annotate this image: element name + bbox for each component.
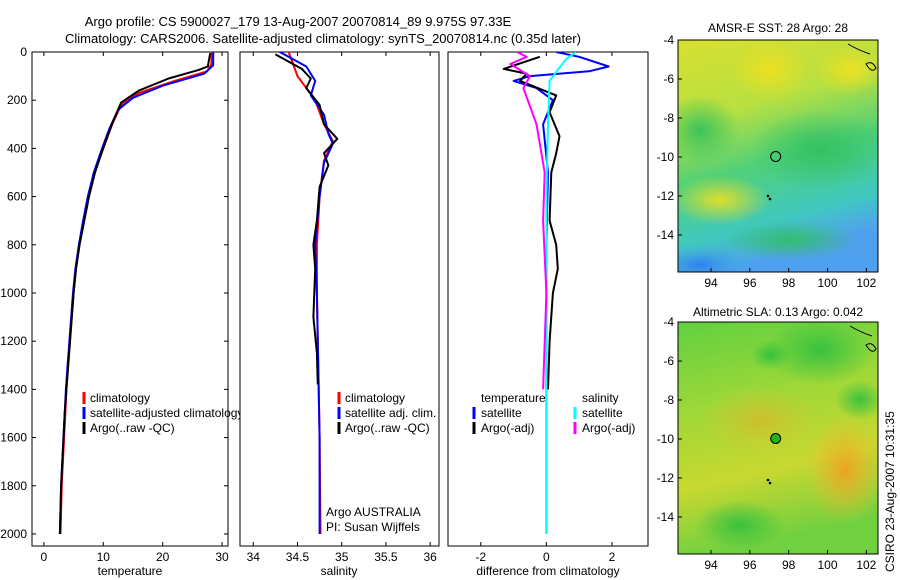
map-x-tick-label: 96	[743, 558, 757, 572]
y-tick-label: 800	[7, 238, 27, 252]
legend-salt-satellite: satellite	[582, 406, 623, 420]
y-tick-label: 1400	[0, 382, 27, 396]
legend-salinity-title: salinity	[582, 391, 619, 405]
temperature-legend: climatology satellite-adjusted climatolo…	[82, 391, 243, 435]
salinity-legend: climatology satellite adj. clim. Argo(..…	[337, 391, 436, 435]
series-line	[509, 52, 548, 390]
x-tick-label: 36	[423, 550, 437, 564]
series-line	[58, 53, 212, 535]
float-pi-note: PI: Susan Wijffels	[326, 520, 420, 534]
series-line	[279, 52, 334, 534]
y-tick-label: 1600	[0, 431, 27, 445]
map-y-tick-label: -4	[663, 315, 674, 329]
legend-satellite-adjusted: satellite-adjusted climatology	[90, 406, 243, 420]
map-y-tick-label: -12	[657, 189, 675, 203]
difference-xlabel: difference from climatology	[476, 564, 619, 578]
figure-title-line2: Climatology: CARS2006. Satellite-adjuste…	[65, 31, 581, 46]
temperature-xlabel: temperature	[98, 564, 163, 578]
map-y-tick-label: -4	[663, 33, 674, 47]
legend-temp-satellite: satellite	[481, 406, 522, 420]
map-x-tick-label: 94	[704, 276, 718, 290]
sla-heatmap	[678, 322, 878, 554]
y-tick-label: 400	[7, 141, 27, 155]
difference-axis-ticks: -2 0 2	[475, 52, 616, 564]
map-y-tick-label: -8	[663, 393, 674, 407]
y-tick-label: 1200	[0, 334, 27, 348]
series-line	[274, 53, 339, 385]
salinity-panel: 34 34.5 35 35.5 36 salinity climatology sate…	[239, 51, 440, 578]
map-y-tick-label: -10	[657, 432, 675, 446]
salinity-axes	[239, 51, 440, 547]
x-tick-label: 20	[156, 550, 170, 564]
y-tick-label: 0	[20, 45, 27, 59]
map-x-tick-label: 102	[856, 558, 876, 572]
argo-location-marker	[770, 151, 782, 162]
y-tick-label: 600	[7, 190, 27, 204]
y-tick-label: 1000	[0, 286, 27, 300]
x-tick-label: 2	[609, 550, 616, 564]
map-x-tick-label: 102	[856, 276, 876, 290]
x-tick-label: 0	[41, 550, 48, 564]
sst-heatmap	[678, 40, 878, 272]
map-y-tick-label: -12	[657, 471, 675, 485]
temperature-axes	[31, 51, 229, 547]
sst-map-title: AMSR-E SST: 28 Argo: 28	[708, 21, 848, 35]
sst-map-ticks: 94 96 98 100 102 -4 -6 -8 -10 -12 -14	[657, 33, 877, 290]
sla-map-axes	[677, 321, 879, 555]
x-tick-label: 30	[215, 550, 229, 564]
sla-map-ticks: 94 96 98 100 102 -4 -6 -8 -10 -12 -14	[657, 315, 877, 572]
legend-climatology: climatology	[90, 391, 150, 405]
y-tick-label: 1800	[0, 479, 27, 493]
map-y-tick-label: -6	[663, 354, 674, 368]
legend-salt-argo: Argo(-adj)	[582, 421, 635, 435]
sla-map-title: Altimetric SLA: 0.13 Argo: 0.042	[693, 305, 863, 319]
difference-series	[502, 52, 610, 534]
sla-map-panel: Altimetric SLA: 0.13 Argo: 0.042 94 96 98 1…	[657, 305, 879, 572]
map-x-tick-label: 100	[817, 276, 837, 290]
x-tick-label: -2	[475, 550, 486, 564]
legend-argo: Argo(..raw -QC)	[345, 421, 430, 435]
y-tick-label: 2000	[0, 527, 27, 541]
figure-title-line1: Argo profile: CS 5900027_179 13-Aug-2007…	[85, 14, 512, 29]
temperature-axis-ticks: 0 10 20 30	[41, 52, 229, 564]
x-tick-label: 10	[97, 550, 111, 564]
difference-panel: -2 0 2 difference from climatology tempera…	[447, 51, 649, 578]
x-tick-label: 0	[543, 550, 550, 564]
map-y-tick-label: -6	[663, 72, 674, 86]
map-x-tick-label: 98	[782, 276, 796, 290]
sst-map-axes	[677, 39, 879, 273]
map-x-tick-label: 100	[817, 558, 837, 572]
x-tick-label: 35	[335, 550, 349, 564]
legend-temp-argo: Argo(-adj)	[481, 421, 534, 435]
legend-climatology: climatology	[345, 391, 405, 405]
legend-temperature-title: temperature	[481, 391, 546, 405]
legend-satellite-adj: satellite adj. clim.	[345, 406, 436, 420]
x-tick-label: 34	[247, 550, 261, 564]
map-y-tick-label: -14	[657, 510, 675, 524]
salinity-xlabel: salinity	[321, 564, 358, 578]
map-x-tick-label: 96	[743, 276, 757, 290]
salinity-axis-ticks: 34 34.5 35 35.5 36	[247, 52, 437, 564]
side-timestamp: CSIRO 23-Aug-2007 10:31:35	[883, 411, 897, 572]
map-y-tick-label: -10	[657, 150, 675, 164]
argo-location-marker	[770, 433, 782, 444]
temperature-series	[58, 52, 215, 535]
map-x-tick-label: 94	[704, 558, 718, 572]
map-y-tick-label: -14	[657, 228, 675, 242]
float-program-note: Argo AUSTRALIA	[326, 505, 421, 519]
map-y-tick-label: -8	[663, 111, 674, 125]
x-tick-label: 34.5	[286, 550, 310, 564]
salinity-series	[274, 52, 339, 535]
map-x-tick-label: 98	[782, 558, 796, 572]
series-line	[502, 55, 561, 390]
sst-map-panel: AMSR-E SST: 28 Argo: 28 94 96 98 100 102 -4 -6…	[657, 21, 879, 290]
difference-legend: temperature satellite Argo(-adj) salinit…	[472, 391, 635, 435]
legend-argo: Argo(..raw -QC)	[90, 421, 175, 435]
x-tick-label: 35.5	[374, 550, 398, 564]
y-tick-label: 200	[7, 93, 27, 107]
